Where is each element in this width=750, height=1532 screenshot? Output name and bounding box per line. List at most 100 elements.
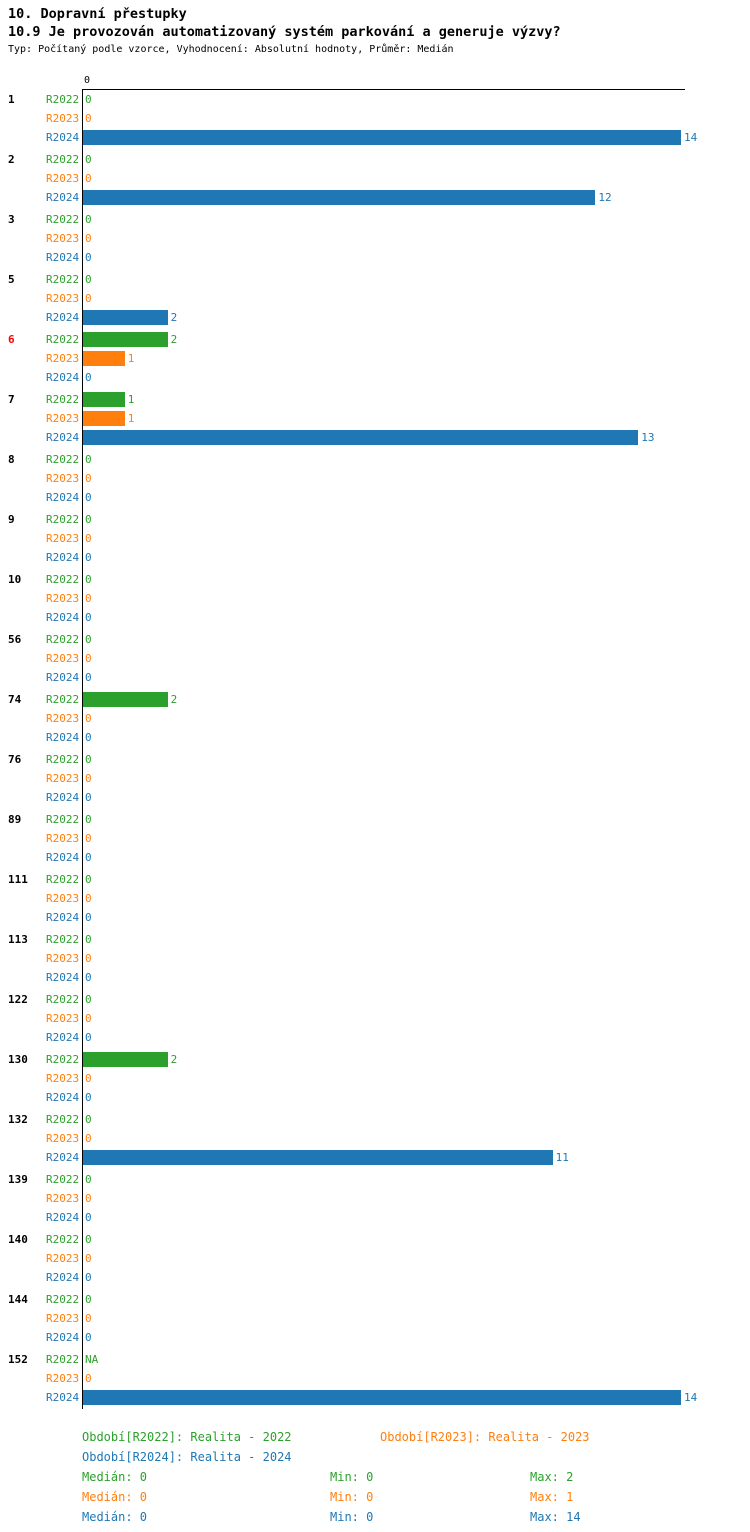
series-label: R2024 [46, 491, 80, 504]
value-label: 0 [85, 232, 92, 245]
value-label: 0 [85, 993, 92, 1006]
legend-item: Období[R2023]: Realita - 2023 [380, 1430, 590, 1444]
value-label: 11 [555, 1151, 569, 1164]
group-id-label: 74 [8, 693, 22, 706]
bar-area: 1 [82, 409, 750, 428]
series-label: R2022 [46, 1233, 80, 1246]
chart-group: 132 R2022 0 R2023 0 R2024 11 [0, 1110, 750, 1167]
bar-area: 0 [82, 1009, 750, 1028]
bar-area: 0 [82, 788, 750, 807]
bar-area: 0 [82, 1249, 750, 1268]
chart-group: 8 R2022 0 R2023 0 R2024 0 [0, 450, 750, 507]
value-label: 0 [85, 652, 92, 665]
value-label: 0 [85, 1072, 92, 1085]
series-label: R2024 [46, 1151, 80, 1164]
bar-area: 0 [82, 1129, 750, 1148]
value-label: 0 [85, 1233, 92, 1246]
bar-area: 0 [82, 1369, 750, 1388]
value-label: 0 [85, 971, 92, 984]
group-id-label: 144 [8, 1293, 28, 1306]
bar-area: 0 [82, 229, 750, 248]
series-label: R2022 [46, 93, 80, 106]
bar [82, 332, 168, 347]
bar-area: 0 [82, 870, 750, 889]
series-label: R2022 [46, 1053, 80, 1066]
series-label: R2023 [46, 652, 80, 665]
chart-row: 139 R2022 0 [0, 1170, 750, 1189]
bar-area: 0 [82, 1170, 750, 1189]
bar-area: 1 [82, 390, 750, 409]
chart-row: R2023 0 [0, 1309, 750, 1328]
chart-group: 122 R2022 0 R2023 0 R2024 0 [0, 990, 750, 1047]
group-id-label: 113 [8, 933, 28, 946]
chart-group: 6 R2022 2 R2023 1 R2024 0 [0, 330, 750, 387]
bar-area: 0 [82, 248, 750, 267]
series-label: R2022 [46, 993, 80, 1006]
x-axis-origin-label: 0 [84, 75, 91, 86]
chart-row: R2023 0 [0, 469, 750, 488]
bar-area: 0 [82, 589, 750, 608]
bar-area: 14 [82, 1388, 750, 1407]
value-label: 0 [85, 1091, 92, 1104]
chart-row: R2024 0 [0, 1208, 750, 1227]
chart-group: 7 R2022 1 R2023 1 R2024 13 [0, 390, 750, 447]
value-label: 0 [85, 112, 92, 125]
bar-area: 0 [82, 1028, 750, 1047]
chart-row: R2023 0 [0, 649, 750, 668]
bar-area: 0 [82, 668, 750, 687]
bar-area: 0 [82, 949, 750, 968]
bar-area: 0 [82, 270, 750, 289]
value-label: 14 [684, 1391, 698, 1404]
series-label: R2023 [46, 772, 80, 785]
stats: Medián: 0 Min: 0 Max: 2 Medián: 0 Min: 0 Max:… [0, 1468, 750, 1528]
bar-area: 0 [82, 109, 750, 128]
chart-row: R2024 0 [0, 668, 750, 687]
series-label: R2023 [46, 1252, 80, 1265]
chart-group: 56 R2022 0 R2023 0 R2024 0 [0, 630, 750, 687]
chart-row: R2023 0 [0, 169, 750, 188]
bar-area: 0 [82, 968, 750, 987]
value-label: 0 [85, 731, 92, 744]
chart-group: 89 R2022 0 R2023 0 R2024 0 [0, 810, 750, 867]
chart-group: 140 R2022 0 R2023 0 R2024 0 [0, 1230, 750, 1287]
stat-max: Max: 14 [530, 1510, 581, 1524]
value-label: 2 [170, 1053, 178, 1066]
chart-group: 76 R2022 0 R2023 0 R2024 0 [0, 750, 750, 807]
bar-area: 0 [82, 488, 750, 507]
bar [82, 692, 168, 707]
chart-row: R2024 11 [0, 1148, 750, 1167]
bar-area: 0 [82, 769, 750, 788]
chart-row: 144 R2022 0 [0, 1290, 750, 1309]
bar-area: 0 [82, 848, 750, 867]
series-label: R2023 [46, 1072, 80, 1085]
chart-row: R2024 13 [0, 428, 750, 447]
series-label: R2022 [46, 333, 80, 346]
value-label: 0 [85, 1372, 92, 1385]
bar-area: 1 [82, 349, 750, 368]
value-label: 0 [85, 911, 92, 924]
bar-area: 0 [82, 1290, 750, 1309]
chart-row: 76 R2022 0 [0, 750, 750, 769]
value-label: 0 [85, 472, 92, 485]
value-label: 0 [85, 813, 92, 826]
chart-row: 132 R2022 0 [0, 1110, 750, 1129]
chart-row: R2023 0 [0, 1189, 750, 1208]
bar-area: 0 [82, 1088, 750, 1107]
series-label: R2024 [46, 911, 80, 924]
chart-row: R2024 0 [0, 848, 750, 867]
value-label: 0 [85, 753, 92, 766]
group-id-label: 10 [8, 573, 22, 586]
bar-area: 2 [82, 1050, 750, 1069]
chart-row: 74 R2022 2 [0, 690, 750, 709]
value-label: 0 [85, 292, 92, 305]
bar-area: 0 [82, 469, 750, 488]
chart-row: 152 R2022 NA [0, 1350, 750, 1369]
bar-area: 0 [82, 1208, 750, 1227]
chart-row: 89 R2022 0 [0, 810, 750, 829]
value-label: 0 [85, 933, 92, 946]
chart-row: 113 R2022 0 [0, 930, 750, 949]
series-label: R2022 [46, 1293, 80, 1306]
value-label: 1 [127, 412, 135, 425]
x-axis-line [82, 89, 685, 90]
series-label: R2023 [46, 1372, 80, 1385]
